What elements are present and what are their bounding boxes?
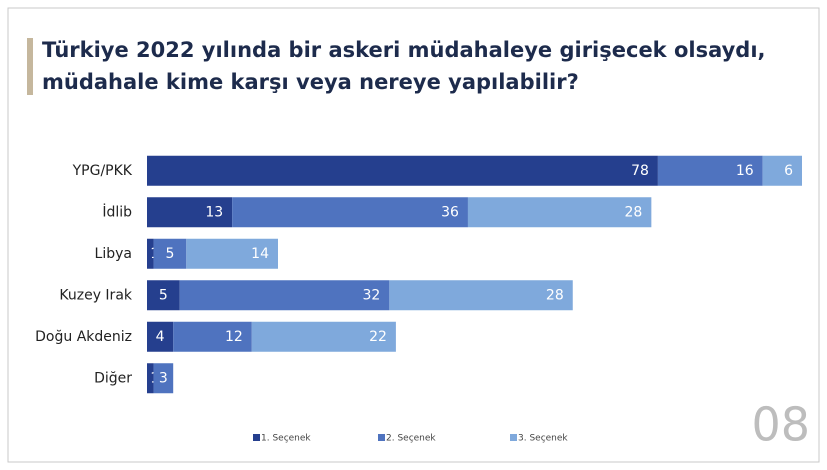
bar-segment [147, 238, 154, 269]
data-label: 12 [225, 329, 243, 345]
category-label: Libya [95, 246, 132, 262]
category-label: İdlib [102, 202, 132, 220]
legend-label: 2. Seçenek [386, 434, 436, 444]
data-label: 36 [441, 204, 459, 220]
frame [7, 7, 820, 463]
bar-segment [147, 280, 180, 311]
data-label: 78 [631, 163, 649, 179]
category-label: Kuzey Irak [59, 287, 133, 303]
data-label: 32 [363, 287, 381, 303]
page-number: 08 [751, 398, 810, 452]
legend-swatch [253, 434, 260, 441]
data-label: 14 [251, 246, 269, 262]
data-label: 22 [369, 329, 387, 345]
title-accent [27, 38, 33, 95]
category-label: Doğu Akdeniz [35, 329, 132, 345]
bar-segment [251, 321, 396, 352]
legend-label: 1. Seçenek [261, 434, 311, 444]
bar-segment [147, 155, 658, 186]
data-label: 3 [159, 370, 168, 386]
bar-segment [762, 155, 802, 186]
bar-segment [186, 238, 278, 269]
bar-segment [147, 197, 233, 228]
legend-swatch [378, 434, 385, 441]
data-label: 28 [546, 287, 564, 303]
bar-segment [173, 321, 252, 352]
bar-segment [232, 197, 468, 228]
chart-title: müdahale kime karşı veya nereye yapılabi… [42, 70, 579, 94]
data-label: 5 [165, 246, 174, 262]
data-label: 16 [736, 163, 754, 179]
bar-segment [389, 280, 573, 311]
data-label: 5 [159, 287, 168, 303]
bar-segment [153, 238, 187, 269]
legend-swatch [510, 434, 517, 441]
legend-label: 3. Seçenek [518, 434, 568, 444]
bar-segment [657, 155, 763, 186]
category-label: Diğer [94, 370, 132, 386]
data-label: 6 [784, 163, 793, 179]
data-label: 13 [205, 204, 223, 220]
category-label: YPG/PKK [72, 163, 133, 179]
bar-segment [153, 363, 174, 394]
bar-segment [147, 321, 174, 352]
bar-segment [179, 280, 390, 311]
bar-segment [467, 197, 652, 228]
data-label: 4 [156, 329, 165, 345]
bar-segment [147, 363, 154, 394]
chart-title: Türkiye 2022 yılında bir askeri müdahale… [42, 38, 766, 62]
data-label: 28 [625, 204, 643, 220]
